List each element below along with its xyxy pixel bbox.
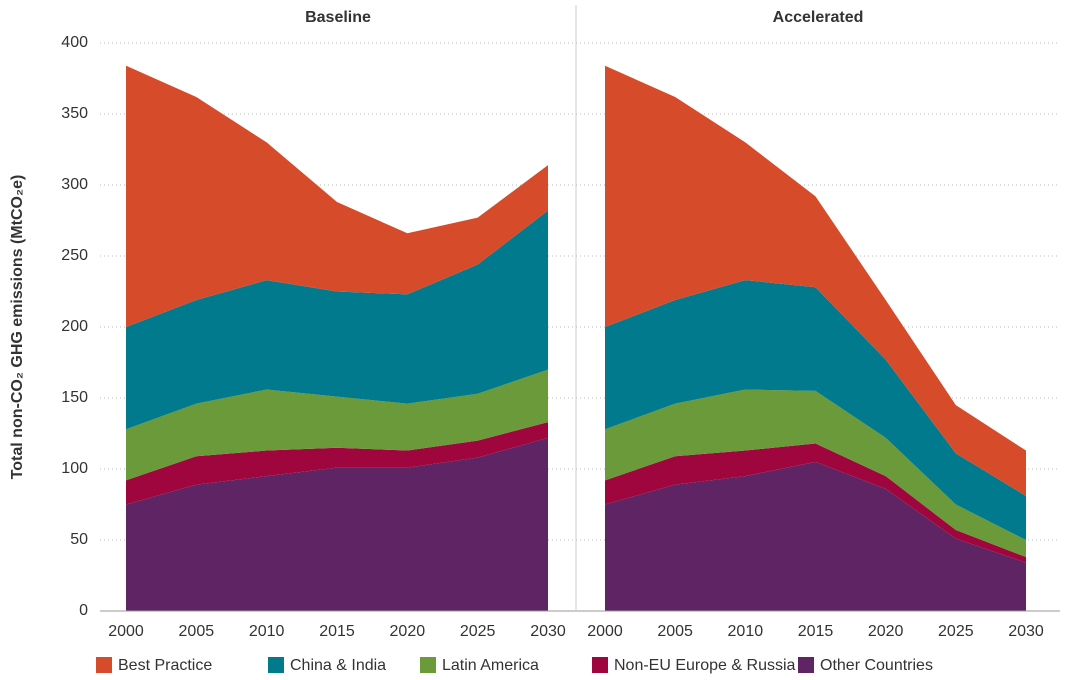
y-tick-label: 100 [61,460,88,477]
x-tick-label: 2020 [390,623,426,640]
area [605,389,1026,558]
area [605,461,1026,611]
y-tick-label: 0 [79,602,88,619]
x-tick-label: 2015 [798,623,834,640]
x-tick-label: 2025 [460,623,496,640]
area [126,65,548,327]
x-tick-label: 2010 [249,623,285,640]
area [126,369,548,481]
y-tick-label: 50 [70,531,88,548]
legend-swatch [420,657,436,673]
area [126,210,548,430]
panel-title: Accelerated [773,9,864,26]
y-axis-label: Total non-CO₂ GHG emissions (MtCO₂e) [9,175,26,480]
legend-label: China & India [290,657,386,674]
x-tick-label: 2000 [587,623,623,640]
legend-label: Best Practice [118,657,212,674]
legend-swatch [798,657,814,673]
legend-label: Non-EU Europe & Russia [614,657,796,674]
area [605,280,1026,540]
legend-swatch [96,657,112,673]
legend-label: Latin America [442,657,539,674]
y-tick-label: 250 [61,247,88,264]
area [126,422,548,505]
x-tick-label: 2015 [319,623,355,640]
y-tick-label: 400 [61,34,88,51]
x-tick-label: 2005 [657,623,693,640]
x-tick-label: 2000 [108,623,144,640]
area [605,443,1026,563]
y-tick-label: 300 [61,176,88,193]
area [126,437,548,611]
area [605,65,1026,496]
legend-swatch [268,657,284,673]
y-tick-label: 200 [61,318,88,335]
x-tick-label: 2010 [728,623,764,640]
x-tick-label: 2025 [938,623,974,640]
legend-label: Other Countries [820,657,933,674]
x-tick-label: 2030 [530,623,566,640]
x-tick-label: 2030 [1008,623,1044,640]
x-tick-label: 2020 [868,623,904,640]
x-tick-label: 2005 [179,623,215,640]
legend-swatch [592,657,608,673]
y-tick-label: 350 [61,105,88,122]
panel-title: Baseline [305,9,371,26]
y-tick-label: 150 [61,389,88,406]
